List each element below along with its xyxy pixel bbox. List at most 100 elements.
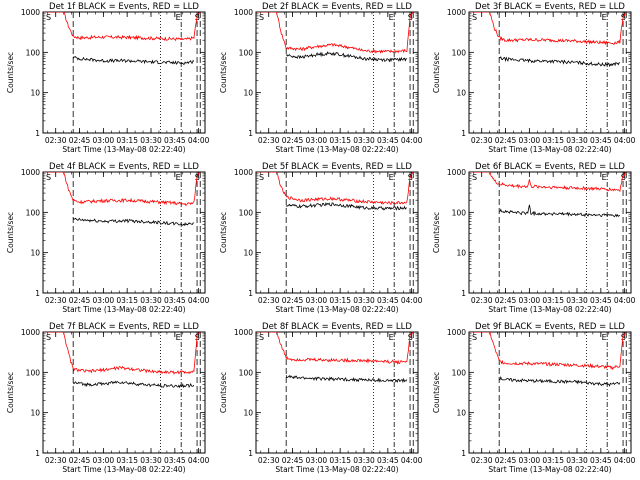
chart-title: Det 4f BLACK = Events, RED = LLD [49,162,199,172]
series-events-line [72,380,195,389]
event-marker-label: S [408,333,413,342]
event-marker-label: E [602,13,607,22]
x-tick-label: 02:30 [471,456,493,465]
start-marker-label: S [472,173,477,182]
x-tick-label: 02:45 [69,296,91,305]
x-tick-label: 03:00 [306,296,328,305]
x-tick-label: 03:45 [164,136,186,145]
y-axis-label: Counts/sec [6,52,15,93]
x-tick-label: 04:00 [401,456,423,465]
plot-frame [468,171,632,294]
x-tick-label: 02:30 [45,456,67,465]
y-tick-label: 1 [248,449,253,458]
x-tick-label: 03:00 [306,456,328,465]
series-events-line [285,51,408,63]
start-marker-label: S [472,333,477,342]
y-tick-label: 1 [461,129,466,138]
plot-frame [42,11,206,134]
x-tick-label: 02:30 [471,296,493,305]
chart-title: Det 2f BLACK = Events, RED = LLD [262,2,412,12]
x-tick-label: 02:45 [69,456,91,465]
y-tick-label: 10 [30,89,40,98]
y-tick-label: 100 [452,368,467,377]
chart-title: Det 7f BLACK = Events, RED = LLD [49,322,199,332]
y-tick-label: 1000 [234,8,253,17]
x-tick-label: 03:15 [116,296,138,305]
x-tick-label: 03:30 [140,296,162,305]
plot-frame [468,331,632,454]
y-axis-label: Counts/sec [219,52,228,93]
x-tick-label: 03:30 [140,136,162,145]
y-tick-label: 1000 [234,328,253,337]
x-tick-label: 03:15 [542,136,564,145]
x-tick-label: 03:45 [377,136,399,145]
chart-panel: Det 5f BLACK = Events, RED = LLD 1 10 100 10… [219,162,423,314]
start-marker-label: S [259,173,264,182]
y-axis-label: Counts/sec [432,52,441,93]
x-tick-label: 02:45 [495,456,517,465]
y-tick-label: 10 [30,249,40,258]
x-tick-label: 03:15 [116,136,138,145]
x-tick-label: 02:45 [495,296,517,305]
series-events-line [72,217,194,226]
plot-frame [255,171,419,294]
x-tick-label: 03:30 [140,456,162,465]
x-tick-label: 03:30 [566,456,588,465]
start-marker-label: S [46,333,51,342]
x-tick-label: 03:15 [329,136,351,145]
series-lld-line [470,172,627,193]
x-tick-label: 04:00 [188,136,210,145]
y-tick-label: 100 [239,48,254,57]
y-tick-label: 10 [243,89,253,98]
x-tick-label: 02:30 [258,456,280,465]
y-tick-label: 1000 [447,168,466,177]
chart-title: Det 8f BLACK = Events, RED = LLD [262,322,412,332]
x-tick-label: 03:15 [542,296,564,305]
y-axis-label: Counts/sec [6,212,15,253]
series-lld-line [44,172,201,207]
x-axis-label: Start Time (13-May-08 02:22:40) [275,465,398,474]
x-tick-label: 03:15 [329,296,351,305]
y-tick-label: 1000 [21,168,40,177]
x-axis-label: Start Time (13-May-08 02:22:40) [488,465,611,474]
y-axis-label: Counts/sec [432,212,441,253]
series-lld-line [257,332,414,365]
x-tick-label: 04:00 [401,136,423,145]
x-tick-label: 03:45 [164,456,186,465]
x-tick-label: 03:45 [590,136,612,145]
x-tick-label: 03:45 [590,456,612,465]
y-tick-label: 10 [456,249,466,258]
start-marker-label: S [46,13,51,22]
x-tick-label: 02:30 [258,296,280,305]
x-tick-label: 03:00 [519,456,541,465]
event-marker-label: E [602,333,607,342]
x-tick-label: 03:30 [566,136,588,145]
x-tick-label: 03:45 [377,296,399,305]
x-axis-label: Start Time (13-May-08 02:22:40) [62,145,185,154]
start-marker-label: S [259,333,264,342]
y-tick-label: 1 [248,289,253,298]
x-tick-label: 02:30 [258,136,280,145]
x-tick-label: 03:30 [353,296,375,305]
x-tick-label: 02:45 [495,136,517,145]
chart-panel: Det 2f BLACK = Events, RED = LLD 1 10 100 10… [219,2,423,154]
series-lld-line [44,332,201,375]
y-tick-label: 1 [35,129,40,138]
chart-title: Det 6f BLACK = Events, RED = LLD [475,162,625,172]
series-lld-line [257,12,414,54]
x-tick-label: 04:00 [614,456,636,465]
y-axis-label: Counts/sec [219,212,228,253]
series-events-line [285,202,408,211]
plot-frame [255,11,419,134]
event-marker-label: S [621,173,626,182]
plot-frame [255,331,419,454]
y-tick-label: 100 [239,368,254,377]
y-tick-label: 10 [243,409,253,418]
chart-title: Det 9f BLACK = Events, RED = LLD [475,322,625,332]
y-tick-label: 1000 [447,8,466,17]
chart-panel: Det 6f BLACK = Events, RED = LLD 1 10 100 10… [432,162,636,314]
x-tick-label: 02:45 [282,136,304,145]
x-tick-label: 02:45 [282,296,304,305]
y-tick-label: 100 [26,368,41,377]
